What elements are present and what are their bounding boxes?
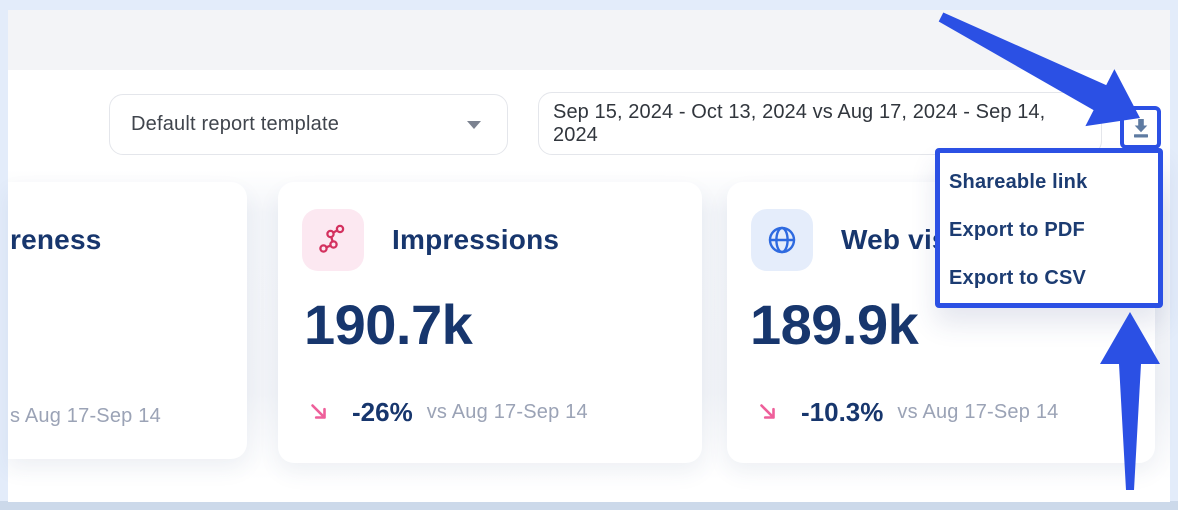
card-title: reness (10, 224, 102, 255)
export-button[interactable] (1120, 106, 1161, 149)
card-title: Impressions (392, 224, 560, 255)
arrow-down-right-icon (760, 404, 775, 419)
metric-value: 189.9k (750, 293, 919, 356)
metric-card-awareness: reness s Aug 17-Sep 14 (8, 182, 247, 459)
globe-icon (751, 209, 813, 271)
change-percent: -10.3% (801, 396, 884, 427)
date-range-value: Sep 15, 2024 - Oct 13, 2024 vs Aug 17, 2… (553, 100, 1046, 146)
card-trend-row: -26% vs Aug 17-Sep 14 (308, 396, 588, 427)
top-bar (8, 10, 1170, 70)
card-trend-row: -10.3% vs Aug 17-Sep 14 (757, 396, 1059, 427)
menu-item-shareable-link[interactable]: Shareable link (949, 170, 1088, 193)
chevron-down-icon (467, 120, 481, 129)
comparison-label: s Aug 17-Sep 14 (10, 404, 161, 427)
metric-card-impressions: Impressions 190.7k -26% vs Aug 17-Sep 14 (278, 182, 702, 463)
date-range-picker[interactable]: Sep 15, 2024 - Oct 13, 2024 vs Aug 17, 2… (538, 92, 1102, 155)
report-template-select[interactable]: Default report template (109, 94, 508, 155)
comparison-label: vs Aug 17-Sep 14 (426, 400, 588, 423)
card-header: Impressions (302, 209, 559, 271)
menu-item-export-csv[interactable]: Export to CSV (949, 266, 1087, 289)
menu-item-export-pdf[interactable]: Export to PDF (949, 218, 1085, 241)
comparison-label: vs Aug 17-Sep 14 (897, 400, 1059, 423)
share-nodes-icon (302, 209, 364, 271)
card-trend-row: s Aug 17-Sep 14 (10, 402, 161, 430)
export-menu: Shareable link Export to PDF Export to C… (935, 148, 1163, 308)
metric-value: 190.7k (304, 293, 473, 356)
arrow-down-right-icon (311, 404, 326, 419)
download-icon (1133, 118, 1148, 137)
report-template-value: Default report template (131, 113, 340, 135)
change-percent: -26% (352, 396, 413, 427)
